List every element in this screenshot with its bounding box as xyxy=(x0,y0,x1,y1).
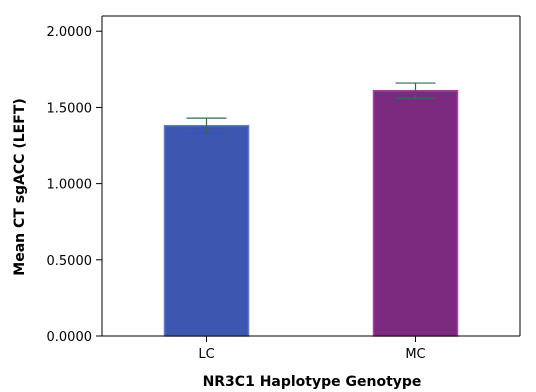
bars-group xyxy=(163,89,459,337)
bar-mc xyxy=(372,89,459,337)
y-axis: 0.0000 0.5000 1.0000 1.5000 2.0000 xyxy=(47,16,103,345)
x-tick-label-mc: MC xyxy=(405,347,425,362)
y-tick-label: 0.5000 xyxy=(47,254,93,269)
y-tick-label: 1.0000 xyxy=(47,178,93,193)
y-axis-title: Mean CT sgACC (LEFT) xyxy=(12,98,28,275)
y-tick-label: 1.5000 xyxy=(47,101,93,116)
x-tick-label-lc: LC xyxy=(198,347,214,362)
x-axis-title: NR3C1 Haplotype Genotype xyxy=(203,374,422,390)
y-tick-label: 0.0000 xyxy=(47,330,93,345)
bar-lc xyxy=(163,124,250,337)
error-bars-group xyxy=(186,82,436,134)
y-tick-label: 2.0000 xyxy=(47,25,93,40)
plot-frame xyxy=(102,15,521,336)
x-axis: LC MC xyxy=(102,335,520,362)
